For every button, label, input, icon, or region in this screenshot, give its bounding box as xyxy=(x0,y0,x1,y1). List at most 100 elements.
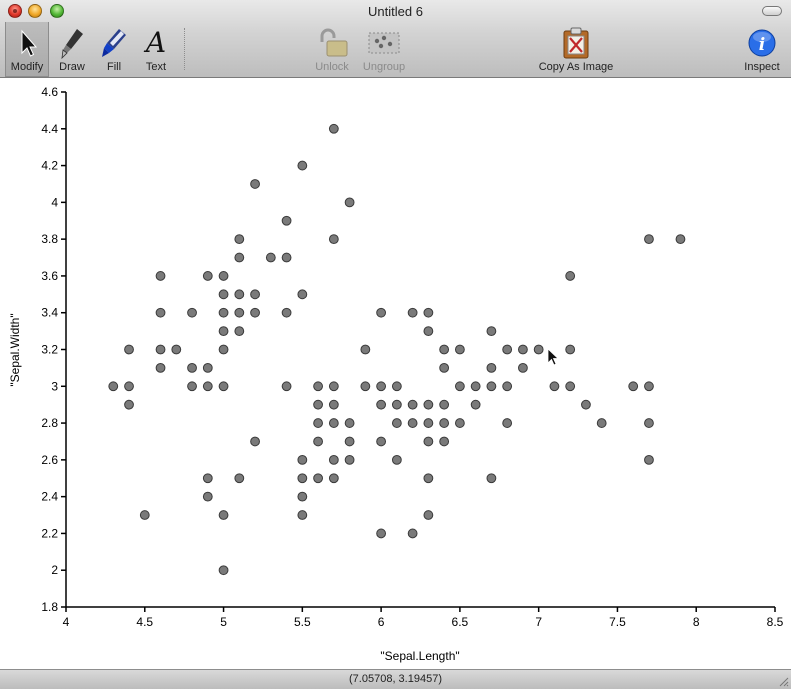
scatter-point[interactable] xyxy=(376,399,387,410)
scatter-point[interactable] xyxy=(155,271,166,281)
scatter-point[interactable] xyxy=(644,418,654,428)
scatter-point[interactable] xyxy=(454,344,465,355)
scatter-point[interactable] xyxy=(518,362,528,373)
scatter-point[interactable] xyxy=(565,344,576,355)
scatter-point[interactable] xyxy=(108,381,119,392)
scatter-point[interactable] xyxy=(202,271,213,281)
scatter-point[interactable] xyxy=(407,399,418,410)
scatter-point[interactable] xyxy=(265,252,276,263)
scatter-point[interactable] xyxy=(470,381,481,392)
scatter-point[interactable] xyxy=(218,344,229,355)
scatter-point[interactable] xyxy=(218,289,229,300)
scatter-point[interactable] xyxy=(502,344,513,355)
scatter-point[interactable] xyxy=(376,307,387,318)
scatter-point[interactable] xyxy=(344,197,355,208)
scatter-point[interactable] xyxy=(486,381,497,392)
scatter-point[interactable] xyxy=(581,399,591,410)
scatter-point[interactable] xyxy=(218,510,229,520)
scatter-point[interactable] xyxy=(218,381,229,392)
scatter-point[interactable] xyxy=(596,418,607,428)
draw-tool-button[interactable]: Draw xyxy=(52,26,92,73)
scatter-point[interactable] xyxy=(549,381,560,392)
scatter-point[interactable] xyxy=(328,234,339,245)
scatter-point[interactable] xyxy=(423,418,434,428)
scatter-point[interactable] xyxy=(376,528,387,539)
close-window-button[interactable] xyxy=(8,4,22,18)
copy-as-image-button[interactable]: Copy As Image xyxy=(532,26,620,73)
scatter-point[interactable] xyxy=(344,418,355,428)
scatter-point[interactable] xyxy=(328,381,339,392)
scatter-point[interactable] xyxy=(486,473,497,484)
scatter-point[interactable] xyxy=(187,381,197,392)
scatter-point[interactable] xyxy=(423,473,434,484)
scatter-point[interactable] xyxy=(518,344,528,355)
scatter-point[interactable] xyxy=(218,307,229,318)
scatter-point[interactable] xyxy=(297,473,308,484)
scatter-point[interactable] xyxy=(439,436,450,447)
scatter-point[interactable] xyxy=(407,528,418,539)
scatter-point[interactable] xyxy=(644,381,654,392)
scatter-point[interactable] xyxy=(502,381,513,392)
scatter-point[interactable] xyxy=(565,381,576,392)
minimize-window-button[interactable] xyxy=(28,4,42,18)
toolbar-toggle-button[interactable] xyxy=(762,6,782,16)
scatter-point[interactable] xyxy=(439,344,450,355)
scatter-point[interactable] xyxy=(313,436,323,447)
scatter-point[interactable] xyxy=(391,381,402,392)
plot-area[interactable]: 4 4.5 5 5.5 6 6.5 7 7.5 8 8.5 1.8 2 2.2 2.4 2.6 2.8 3 3.2… xyxy=(0,79,791,669)
scatter-point[interactable] xyxy=(313,399,323,410)
scatter-point[interactable] xyxy=(281,252,292,263)
scatter-point[interactable] xyxy=(376,381,387,392)
inspect-button[interactable]: i Inspect xyxy=(740,26,784,73)
scatter-point[interactable] xyxy=(234,307,245,318)
scatter-point[interactable] xyxy=(502,418,513,428)
scatter-point[interactable] xyxy=(628,381,639,392)
scatter-point[interactable] xyxy=(423,326,434,337)
scatter-point[interactable] xyxy=(391,454,402,465)
title-bar[interactable]: Untitled 6 xyxy=(0,0,791,22)
scatter-point[interactable] xyxy=(218,565,229,576)
unlock-button[interactable]: Unlock xyxy=(311,26,353,73)
scatter-point[interactable] xyxy=(470,399,481,410)
scatter-point[interactable] xyxy=(124,344,134,355)
scatter-point[interactable] xyxy=(313,418,323,428)
scatter-point[interactable] xyxy=(218,271,229,281)
scatter-point[interactable] xyxy=(533,344,544,355)
scatter-point[interactable] xyxy=(234,234,245,245)
scatter-point[interactable] xyxy=(407,307,418,318)
fill-tool-button[interactable]: Fill xyxy=(95,26,133,73)
modify-tool-button[interactable]: Modify xyxy=(5,22,49,77)
scatter-point[interactable] xyxy=(218,326,229,337)
scatter-point[interactable] xyxy=(486,362,497,373)
scatter-point[interactable] xyxy=(407,418,418,428)
scatter-point[interactable] xyxy=(281,307,292,318)
scatter-point[interactable] xyxy=(234,473,245,484)
zoom-window-button[interactable] xyxy=(50,4,64,18)
scatter-point[interactable] xyxy=(281,381,292,392)
ungroup-button[interactable]: Ungroup xyxy=(359,26,409,73)
scatter-point[interactable] xyxy=(250,436,260,447)
scatter-point[interactable] xyxy=(155,307,166,318)
scatter-point[interactable] xyxy=(187,362,197,373)
scatter-point[interactable] xyxy=(297,454,308,465)
resize-grip-icon[interactable] xyxy=(777,675,789,687)
scatter-point[interactable] xyxy=(313,381,323,392)
scatter-point[interactable] xyxy=(234,289,245,300)
scatter-point[interactable] xyxy=(565,271,576,281)
scatter-point[interactable] xyxy=(328,123,339,134)
scatter-point[interactable] xyxy=(360,381,371,392)
scatter-point[interactable] xyxy=(155,362,166,373)
scatter-point[interactable] xyxy=(675,234,686,245)
text-tool-button[interactable]: A Text xyxy=(137,26,175,74)
scatter-point[interactable] xyxy=(328,473,339,484)
scatter-point[interactable] xyxy=(439,362,450,373)
scatter-point[interactable] xyxy=(391,418,402,428)
scatter-point[interactable] xyxy=(202,362,213,373)
scatter-point[interactable] xyxy=(644,454,654,465)
scatter-point[interactable] xyxy=(328,418,339,428)
scatter-point[interactable] xyxy=(297,289,308,300)
scatter-point[interactable] xyxy=(234,326,245,337)
scatter-point[interactable] xyxy=(124,381,134,392)
scatter-point[interactable] xyxy=(202,381,213,392)
scatter-point[interactable] xyxy=(155,344,166,355)
